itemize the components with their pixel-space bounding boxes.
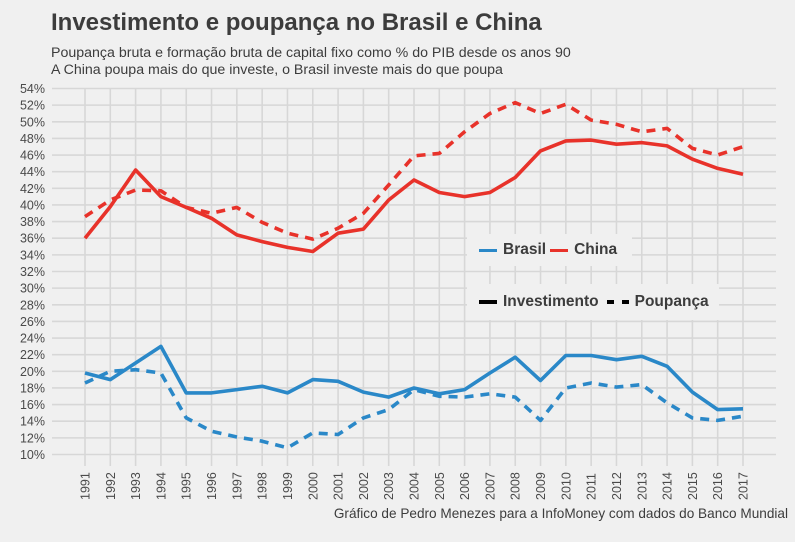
legend-swatch-brasil — [479, 248, 497, 252]
x-tick-label: 2016 — [711, 472, 725, 500]
legend-label-investimento: Investimento — [503, 293, 599, 310]
x-tick-label: 1991 — [79, 472, 93, 500]
y-tick-label: 14% — [20, 415, 45, 429]
x-tick-label: 2015 — [686, 472, 700, 500]
x-tick-label: 2000 — [306, 472, 320, 500]
legend-item-poupanca: Poupança — [606, 293, 709, 311]
y-tick-label: 36% — [20, 232, 45, 246]
x-tick-label: 2003 — [382, 472, 396, 500]
x-tick-label: 2013 — [635, 472, 649, 500]
legend-item-investimento: Investimento — [479, 293, 599, 311]
y-tick-label: 24% — [20, 332, 45, 346]
x-tick-label: 2009 — [534, 472, 548, 500]
x-tick-label: 2002 — [357, 472, 371, 500]
y-tick-label: 44% — [20, 165, 45, 179]
y-tick-label: 32% — [20, 265, 45, 279]
y-tick-label: 30% — [20, 282, 45, 296]
x-tick-label: 1994 — [154, 472, 168, 500]
legend-item-brasil: Brasil — [479, 241, 546, 259]
legend-types: Investimento Poupança — [467, 284, 719, 320]
y-tick-label: 26% — [20, 315, 45, 329]
y-tick-label: 22% — [20, 348, 45, 362]
y-tick-label: 40% — [20, 198, 45, 212]
x-tick-label: 2006 — [458, 472, 472, 500]
y-tick-label: 54% — [20, 82, 45, 96]
legend-label-brasil: Brasil — [503, 241, 547, 258]
x-tick-label: 1999 — [281, 472, 295, 500]
y-tick-label: 12% — [20, 431, 45, 445]
x-tick-label: 2012 — [610, 472, 624, 500]
y-tick-label: 10% — [20, 448, 45, 462]
y-tick-label: 42% — [20, 182, 45, 196]
x-tick-label: 2008 — [509, 472, 523, 500]
x-tick-label: 2001 — [332, 472, 346, 500]
y-axis-tick-labels: 10% 12% 14% 16% 18% 20% 22% 24% 26% 28% 30% 32% 34% 3… — [20, 82, 45, 462]
x-tick-label: 1993 — [129, 472, 143, 500]
y-tick-label: 52% — [20, 99, 45, 113]
legend-swatch-china — [550, 248, 569, 252]
y-tick-label: 18% — [20, 381, 45, 395]
x-tick-label: 2011 — [585, 473, 599, 500]
chart-subtitle: Poupança bruta e formação bruta de capit… — [51, 45, 571, 79]
x-tick-label: 2010 — [559, 472, 573, 500]
y-tick-label: 20% — [20, 365, 45, 379]
series-line-china-poupanca — [84, 100, 744, 241]
x-tick-label: 1995 — [180, 472, 194, 500]
y-tick-label: 50% — [20, 115, 45, 129]
y-tick-label: 28% — [20, 298, 45, 312]
chart-caption: Gráfico de Pedro Menezes para a InfoMone… — [333, 506, 788, 521]
legend-label-poupanca: Poupança — [634, 293, 709, 310]
subtitle-line-1: Poupança bruta e formação bruta de capit… — [51, 45, 571, 61]
x-tick-label: 1992 — [104, 472, 118, 500]
legend-label-china: China — [574, 241, 618, 258]
x-tick-label: 2004 — [408, 472, 422, 500]
x-tick-label: 2017 — [737, 472, 751, 500]
x-tick-label: 2005 — [433, 472, 447, 500]
legend-swatch-dashed — [606, 300, 629, 304]
legend-item-china: China — [550, 241, 617, 259]
legend-countries: Brasil China — [467, 234, 632, 266]
x-axis-tick-labels: 1991 1992 1993 1994 1995 1996 1997 1998 1999 2000… — [79, 472, 751, 500]
series-line-brasil-poupanca — [84, 367, 744, 450]
chart-title: Investimento e poupança no Brasil e Chin… — [51, 9, 542, 36]
y-tick-label: 34% — [20, 248, 45, 262]
series-lines — [83, 100, 744, 450]
x-tick-label: 1998 — [256, 472, 270, 500]
x-tick-label: 1997 — [230, 472, 244, 500]
x-tick-label: 2014 — [661, 472, 675, 500]
x-tick-label: 2007 — [483, 472, 497, 500]
grid — [52, 87, 776, 466]
subtitle-line-2: A China poupa mais do que investe, o Bra… — [51, 62, 503, 78]
series-line-brasil-investimento — [84, 344, 744, 412]
legend-swatch-solid — [479, 300, 497, 304]
y-tick-label: 48% — [20, 132, 45, 146]
x-tick-label: 1996 — [205, 472, 219, 500]
y-tick-label: 46% — [20, 149, 45, 163]
y-tick-label: 16% — [20, 398, 45, 412]
y-tick-label: 38% — [20, 215, 45, 229]
